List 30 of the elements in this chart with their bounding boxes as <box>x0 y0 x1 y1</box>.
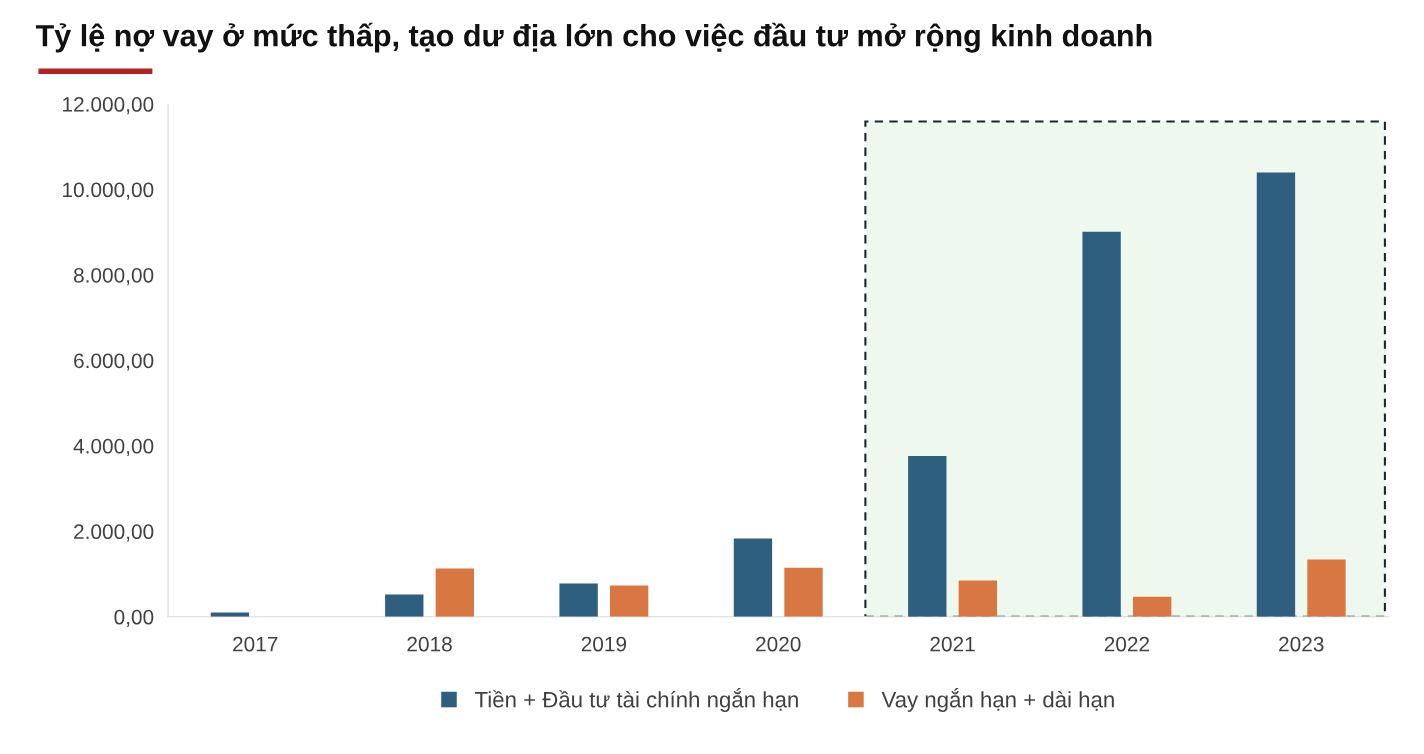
bar <box>1082 231 1121 617</box>
legend-label: Tiền + Đầu tư tài chính ngắn hạn <box>475 688 798 712</box>
y-tick-label: 4.000,00 <box>73 438 154 457</box>
x-tick-label: 2023 <box>1279 636 1324 652</box>
x-tick-label: 2018 <box>407 636 452 652</box>
bar <box>210 612 250 617</box>
bar <box>385 594 424 617</box>
x-tick-label: 2022 <box>1104 636 1150 652</box>
legend-label: Vay ngắn hạn + dài hạn <box>881 688 1114 712</box>
y-tick-label: 12.000,00 <box>63 97 154 115</box>
bar <box>1307 559 1346 617</box>
x-tick-label: 2017 <box>233 636 278 652</box>
y-tick-label: 0,00 <box>114 609 154 627</box>
bar <box>435 568 474 617</box>
bar <box>958 580 998 617</box>
x-tick-label: 2020 <box>756 636 801 652</box>
bar <box>559 583 598 617</box>
bar <box>733 538 773 617</box>
y-tick-label: 8.000,00 <box>73 267 154 286</box>
x-tick-label: 2021 <box>930 636 975 652</box>
y-tick-label: 6.000,00 <box>74 353 154 371</box>
bar <box>1256 172 1296 617</box>
bar <box>1132 596 1172 617</box>
y-tick-label: 2.000,00 <box>74 524 154 542</box>
chart-title: Tỷ lệ nợ vay ở mức thấp, tạo dư địa lớn cho việc đầu tư mở rộng kinh doanh <box>35 22 1152 53</box>
bar <box>609 585 649 617</box>
x-tick-label: 2019 <box>581 636 627 652</box>
bar <box>784 567 823 617</box>
y-tick-label: 10.000,00 <box>63 182 154 200</box>
bar <box>908 456 947 617</box>
